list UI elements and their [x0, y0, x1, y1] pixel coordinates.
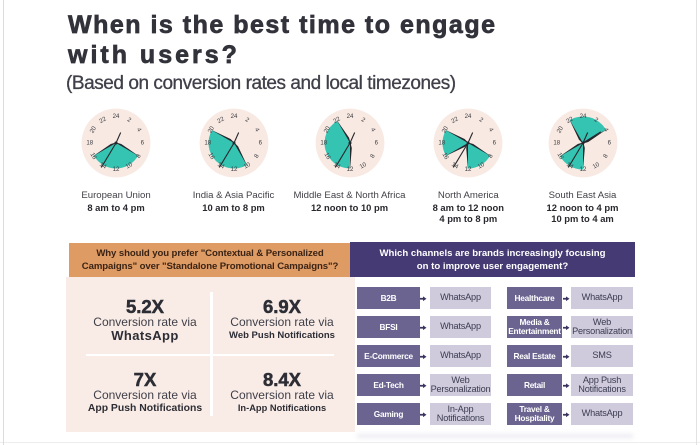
svg-text:10: 10 [477, 161, 487, 171]
svg-text:2: 2 [359, 116, 366, 124]
svg-text:12: 12 [113, 166, 120, 173]
svg-text:8: 8 [368, 152, 376, 159]
svg-text:6: 6 [258, 140, 262, 147]
svg-text:8: 8 [135, 152, 143, 159]
svg-text:10: 10 [591, 161, 601, 171]
svg-text:4: 4 [487, 127, 495, 134]
svg-text:4: 4 [252, 127, 260, 134]
svg-text:22: 22 [565, 115, 575, 125]
svg-text:6: 6 [607, 140, 611, 147]
svg-text:2: 2 [126, 116, 133, 124]
svg-text:20: 20 [555, 125, 565, 135]
svg-text:18: 18 [553, 140, 560, 147]
svg-text:6: 6 [141, 140, 145, 147]
svg-text:14: 14 [450, 161, 460, 171]
svg-text:2: 2 [592, 116, 599, 124]
svg-text:6: 6 [374, 140, 378, 147]
svg-text:18: 18 [204, 140, 211, 147]
svg-text:8: 8 [601, 152, 609, 159]
svg-text:6: 6 [493, 140, 497, 147]
svg-text:24: 24 [346, 113, 353, 120]
svg-text:12: 12 [346, 166, 353, 173]
svg-text:22: 22 [450, 115, 460, 125]
svg-text:20: 20 [88, 125, 98, 135]
svg-text:12: 12 [230, 166, 237, 173]
svg-text:2: 2 [243, 116, 250, 124]
svg-text:14: 14 [216, 161, 226, 171]
svg-text:16: 16 [555, 151, 565, 161]
svg-text:20: 20 [441, 125, 451, 135]
svg-text:2: 2 [478, 116, 485, 124]
svg-text:8: 8 [252, 152, 260, 159]
svg-text:14: 14 [565, 161, 575, 171]
svg-text:4: 4 [368, 127, 376, 134]
svg-text:24: 24 [465, 113, 472, 120]
svg-text:12: 12 [579, 166, 586, 173]
svg-text:18: 18 [86, 140, 93, 147]
svg-text:12: 12 [465, 166, 472, 173]
svg-text:16: 16 [322, 151, 332, 161]
svg-text:24: 24 [113, 113, 120, 120]
svg-text:16: 16 [441, 151, 451, 161]
svg-text:18: 18 [320, 140, 327, 147]
svg-text:24: 24 [579, 113, 586, 120]
svg-text:10: 10 [242, 161, 252, 171]
svg-text:4: 4 [135, 127, 143, 134]
svg-text:18: 18 [439, 140, 446, 147]
svg-text:8: 8 [487, 152, 495, 159]
svg-text:14: 14 [332, 161, 342, 171]
svg-text:22: 22 [332, 115, 342, 125]
svg-text:22: 22 [216, 115, 226, 125]
svg-text:4: 4 [601, 127, 609, 134]
svg-text:22: 22 [98, 115, 108, 125]
svg-text:10: 10 [358, 161, 368, 171]
svg-text:20: 20 [206, 125, 216, 135]
svg-text:10: 10 [124, 161, 134, 171]
svg-text:24: 24 [230, 113, 237, 120]
svg-text:16: 16 [206, 151, 216, 161]
svg-text:20: 20 [322, 125, 332, 135]
svg-text:16: 16 [88, 151, 98, 161]
svg-text:14: 14 [98, 161, 108, 171]
